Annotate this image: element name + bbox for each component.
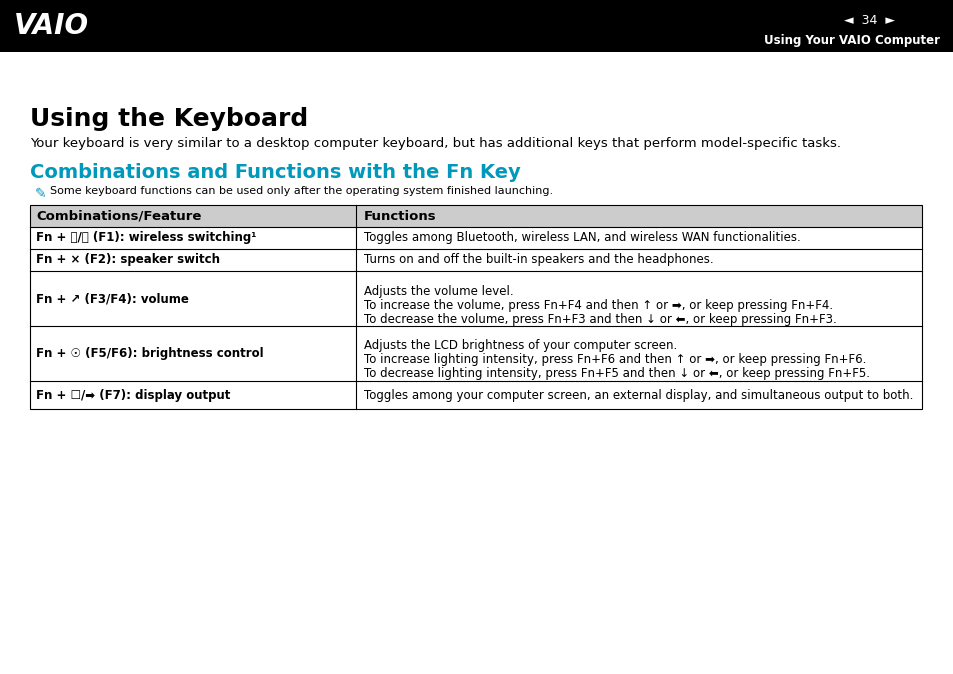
Text: Using Your VAIO Computer: Using Your VAIO Computer (763, 34, 939, 47)
Text: Adjusts the LCD brightness of your computer screen.: Adjusts the LCD brightness of your compu… (363, 340, 676, 353)
Text: Fn + ☉ (F5/F6): brightness control: Fn + ☉ (F5/F6): brightness control (36, 347, 263, 360)
Bar (0, 0, 953, 52)
Text: To increase the volume, press Fn+F4 and then ↑ or ➡, or keep pressing Fn+F4.: To increase the volume, press Fn+F4 and … (363, 299, 832, 311)
Text: Fn + ☐/➡ (F7): display output: Fn + ☐/➡ (F7): display output (36, 388, 230, 402)
Text: To decrease lighting intensity, press Fn+F5 and then ↓ or ⬅, or keep pressing Fn: To decrease lighting intensity, press Fn… (363, 367, 869, 381)
Text: ◄  34  ►: ◄ 34 ► (843, 14, 895, 27)
Text: Toggles among Bluetooth, wireless LAN, and wireless WAN functionalities.: Toggles among Bluetooth, wireless LAN, a… (363, 231, 800, 245)
Text: Toggles among your computer screen, an external display, and simultaneous output: Toggles among your computer screen, an e… (363, 388, 912, 402)
Text: Some keyboard functions can be used only after the operating system finished lau: Some keyboard functions can be used only… (50, 186, 553, 196)
Text: Fn + ⓰/ⓑ (F1): wireless switching¹: Fn + ⓰/ⓑ (F1): wireless switching¹ (36, 231, 256, 245)
Text: Adjusts the volume level.: Adjusts the volume level. (363, 284, 513, 297)
Text: Your keyboard is very similar to a desktop computer keyboard, but has additional: Your keyboard is very similar to a deskt… (30, 137, 841, 150)
Text: Functions: Functions (363, 210, 436, 222)
Text: VAIO: VAIO (14, 12, 89, 40)
Text: Fn + ↗ (F3/F4): volume: Fn + ↗ (F3/F4): volume (36, 292, 189, 305)
Text: Using the Keyboard: Using the Keyboard (30, 107, 308, 131)
Bar (30, 205, 921, 409)
Text: Turns on and off the built-in speakers and the headphones.: Turns on and off the built-in speakers a… (363, 253, 713, 266)
Text: To decrease the volume, press Fn+F3 and then ↓ or ⬅, or keep pressing Fn+F3.: To decrease the volume, press Fn+F3 and … (363, 313, 836, 326)
Bar (30, 205, 921, 227)
Text: Fn + × (F2): speaker switch: Fn + × (F2): speaker switch (36, 253, 220, 266)
Text: Combinations/Feature: Combinations/Feature (36, 210, 201, 222)
Text: Combinations and Functions with the Fn Key: Combinations and Functions with the Fn K… (30, 163, 520, 182)
Text: ✎: ✎ (35, 187, 47, 201)
Text: To increase lighting intensity, press Fn+F6 and then ↑ or ➡, or keep pressing Fn: To increase lighting intensity, press Fn… (363, 353, 865, 367)
